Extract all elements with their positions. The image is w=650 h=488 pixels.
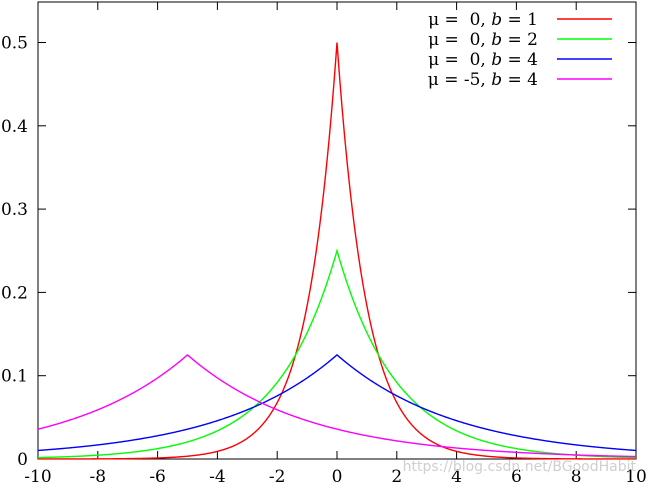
plot-frame	[37, 1, 637, 460]
x-tick-label: -4	[209, 467, 226, 487]
legend-label-param: b	[491, 50, 502, 70]
legend-label-1: μ = 0, b = 1	[428, 10, 538, 30]
x-tick-label: 0	[332, 467, 343, 487]
legend: μ = 0, b = 1μ = 0, b = 2μ = 0, b = 4μ = …	[428, 10, 612, 90]
legend-label-param: b	[491, 10, 502, 30]
series-group	[37, 42, 637, 460]
legend-label-value: = 4	[502, 70, 538, 90]
y-tick-label: 0.1	[1, 367, 28, 387]
x-tick-label: 8	[571, 467, 582, 487]
legend-label-param: b	[491, 70, 502, 90]
series-line-1	[38, 42, 636, 460]
series-line-3	[37, 353, 637, 452]
y-tick-label: 0.2	[1, 283, 28, 303]
legend-label-param: b	[491, 30, 502, 50]
legend-label-value: = 1	[502, 10, 538, 30]
y-tick-label: 0	[17, 450, 28, 470]
legend-label-prefix: μ = 0,	[428, 50, 491, 70]
legend-label-2: μ = 0, b = 2	[428, 30, 538, 50]
y-tick-label: 0.3	[1, 200, 28, 220]
series-line-2	[37, 248, 637, 459]
series-line-4	[37, 353, 637, 458]
y-tick-label: 0.4	[1, 117, 28, 137]
legend-label-4: μ = -5, b = 4	[428, 70, 538, 90]
x-tick-label: 6	[511, 467, 522, 487]
x-tick-label: -10	[24, 467, 51, 487]
legend-label-value: = 4	[502, 50, 538, 70]
x-tick-label: -6	[149, 467, 166, 487]
legend-label-3: μ = 0, b = 4	[428, 50, 538, 70]
legend-label-prefix: μ = 0,	[428, 30, 491, 50]
x-tick-label: 10	[625, 467, 647, 487]
legend-label-prefix: μ = 0,	[428, 10, 491, 30]
legend-label-value: = 2	[502, 30, 538, 50]
x-tick-label: -2	[269, 467, 286, 487]
legend-label-prefix: μ = -5,	[428, 70, 491, 90]
x-tick-label: 2	[391, 467, 402, 487]
y-tick-label: 0.5	[1, 34, 28, 54]
x-tick-label: 4	[451, 467, 462, 487]
x-tick-label: -8	[90, 467, 107, 487]
watermark: https://blog.csdn.net/BGoodHabit	[403, 459, 637, 475]
